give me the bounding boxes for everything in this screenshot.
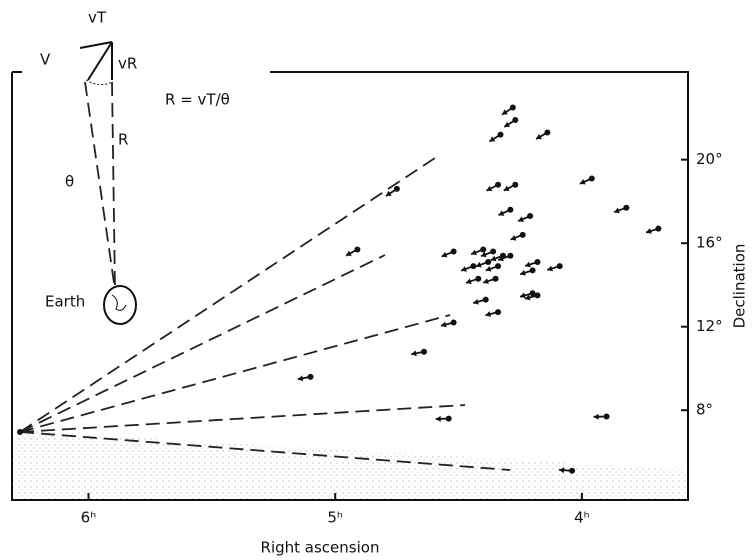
star [450,319,457,326]
star [475,275,482,282]
star [534,258,541,265]
arrow-head [498,255,504,262]
x-tick-label: 5ʰ [327,509,343,527]
arrow-head [411,350,417,357]
star [603,413,610,420]
arrow-head [536,133,542,140]
arrow-head [483,278,489,285]
star [529,290,536,297]
star [527,213,534,220]
star [544,129,551,136]
star [509,104,516,111]
star [507,252,514,259]
arrow-head [593,413,599,420]
y-tick-label: 8° [696,401,713,419]
arrow-head [579,178,586,185]
arrow-head [486,185,493,192]
star [354,246,361,253]
arrow-head [614,207,620,214]
star [470,263,477,270]
star [421,348,428,355]
arrow-head [559,467,565,474]
arrow-head [461,266,467,272]
star [445,415,452,422]
star [492,275,499,282]
star [569,467,576,474]
star [490,248,497,255]
star [497,131,504,138]
x-tick-label: 6ʰ [81,509,97,527]
star [507,206,514,213]
arrow-head [498,210,505,216]
arrow-head [441,251,448,258]
x-tick-label: 4ʰ [574,509,590,527]
star [450,248,457,255]
arrow-head [501,109,508,115]
arrow-head [547,265,553,272]
star [556,263,563,270]
star [512,181,519,188]
y-tick-label: 16° [696,234,723,252]
star [534,292,541,299]
star [623,204,630,211]
star [495,263,502,270]
arrow-head [520,269,526,276]
arrow-head [435,415,441,422]
arrow-head [524,294,531,301]
annotation: R [118,131,128,149]
arrow-head [646,228,652,234]
arrow-head [503,185,510,191]
arrow-head [475,261,482,268]
arrow-head [485,311,491,317]
star [307,373,314,380]
y-tick-label: 20° [696,150,723,168]
arrow-head [480,251,487,258]
arrow-head [510,234,517,241]
star [393,185,400,192]
annotation: Earth [45,293,85,311]
arrow-head [297,375,304,382]
arrow-head [385,190,392,196]
star [495,181,502,188]
shaded-region [13,432,688,500]
arrow-head [520,292,526,299]
star [482,296,489,303]
arrow-head [441,321,447,328]
arrow-head [471,249,477,256]
star [529,267,536,274]
inset-diagram [79,41,137,325]
convergence-lines [17,157,511,471]
plot-frame [11,71,689,501]
x-axis-label: Right ascension [261,539,380,557]
star [495,309,502,316]
star [519,231,526,238]
arrow-head [473,298,479,305]
arrow-head [504,121,511,127]
star [480,246,487,253]
star [655,225,662,232]
star [512,117,519,124]
arrow-head [490,255,497,262]
arrow-head [525,261,531,268]
arrow-head [518,216,524,222]
annotation: V [40,51,51,69]
star [588,175,595,182]
annotation: vT [88,9,107,27]
annotation: θ [65,173,74,191]
y-axis-label: Declination [731,244,749,329]
arrow-head [489,136,496,142]
y-tick-label: 12° [696,317,723,335]
annotation: vR [118,55,137,73]
annotation: R = vT/θ [165,91,230,109]
arrow-head [345,250,352,256]
arrow-head [465,278,472,285]
arrow-head [485,265,492,272]
star [485,258,492,265]
